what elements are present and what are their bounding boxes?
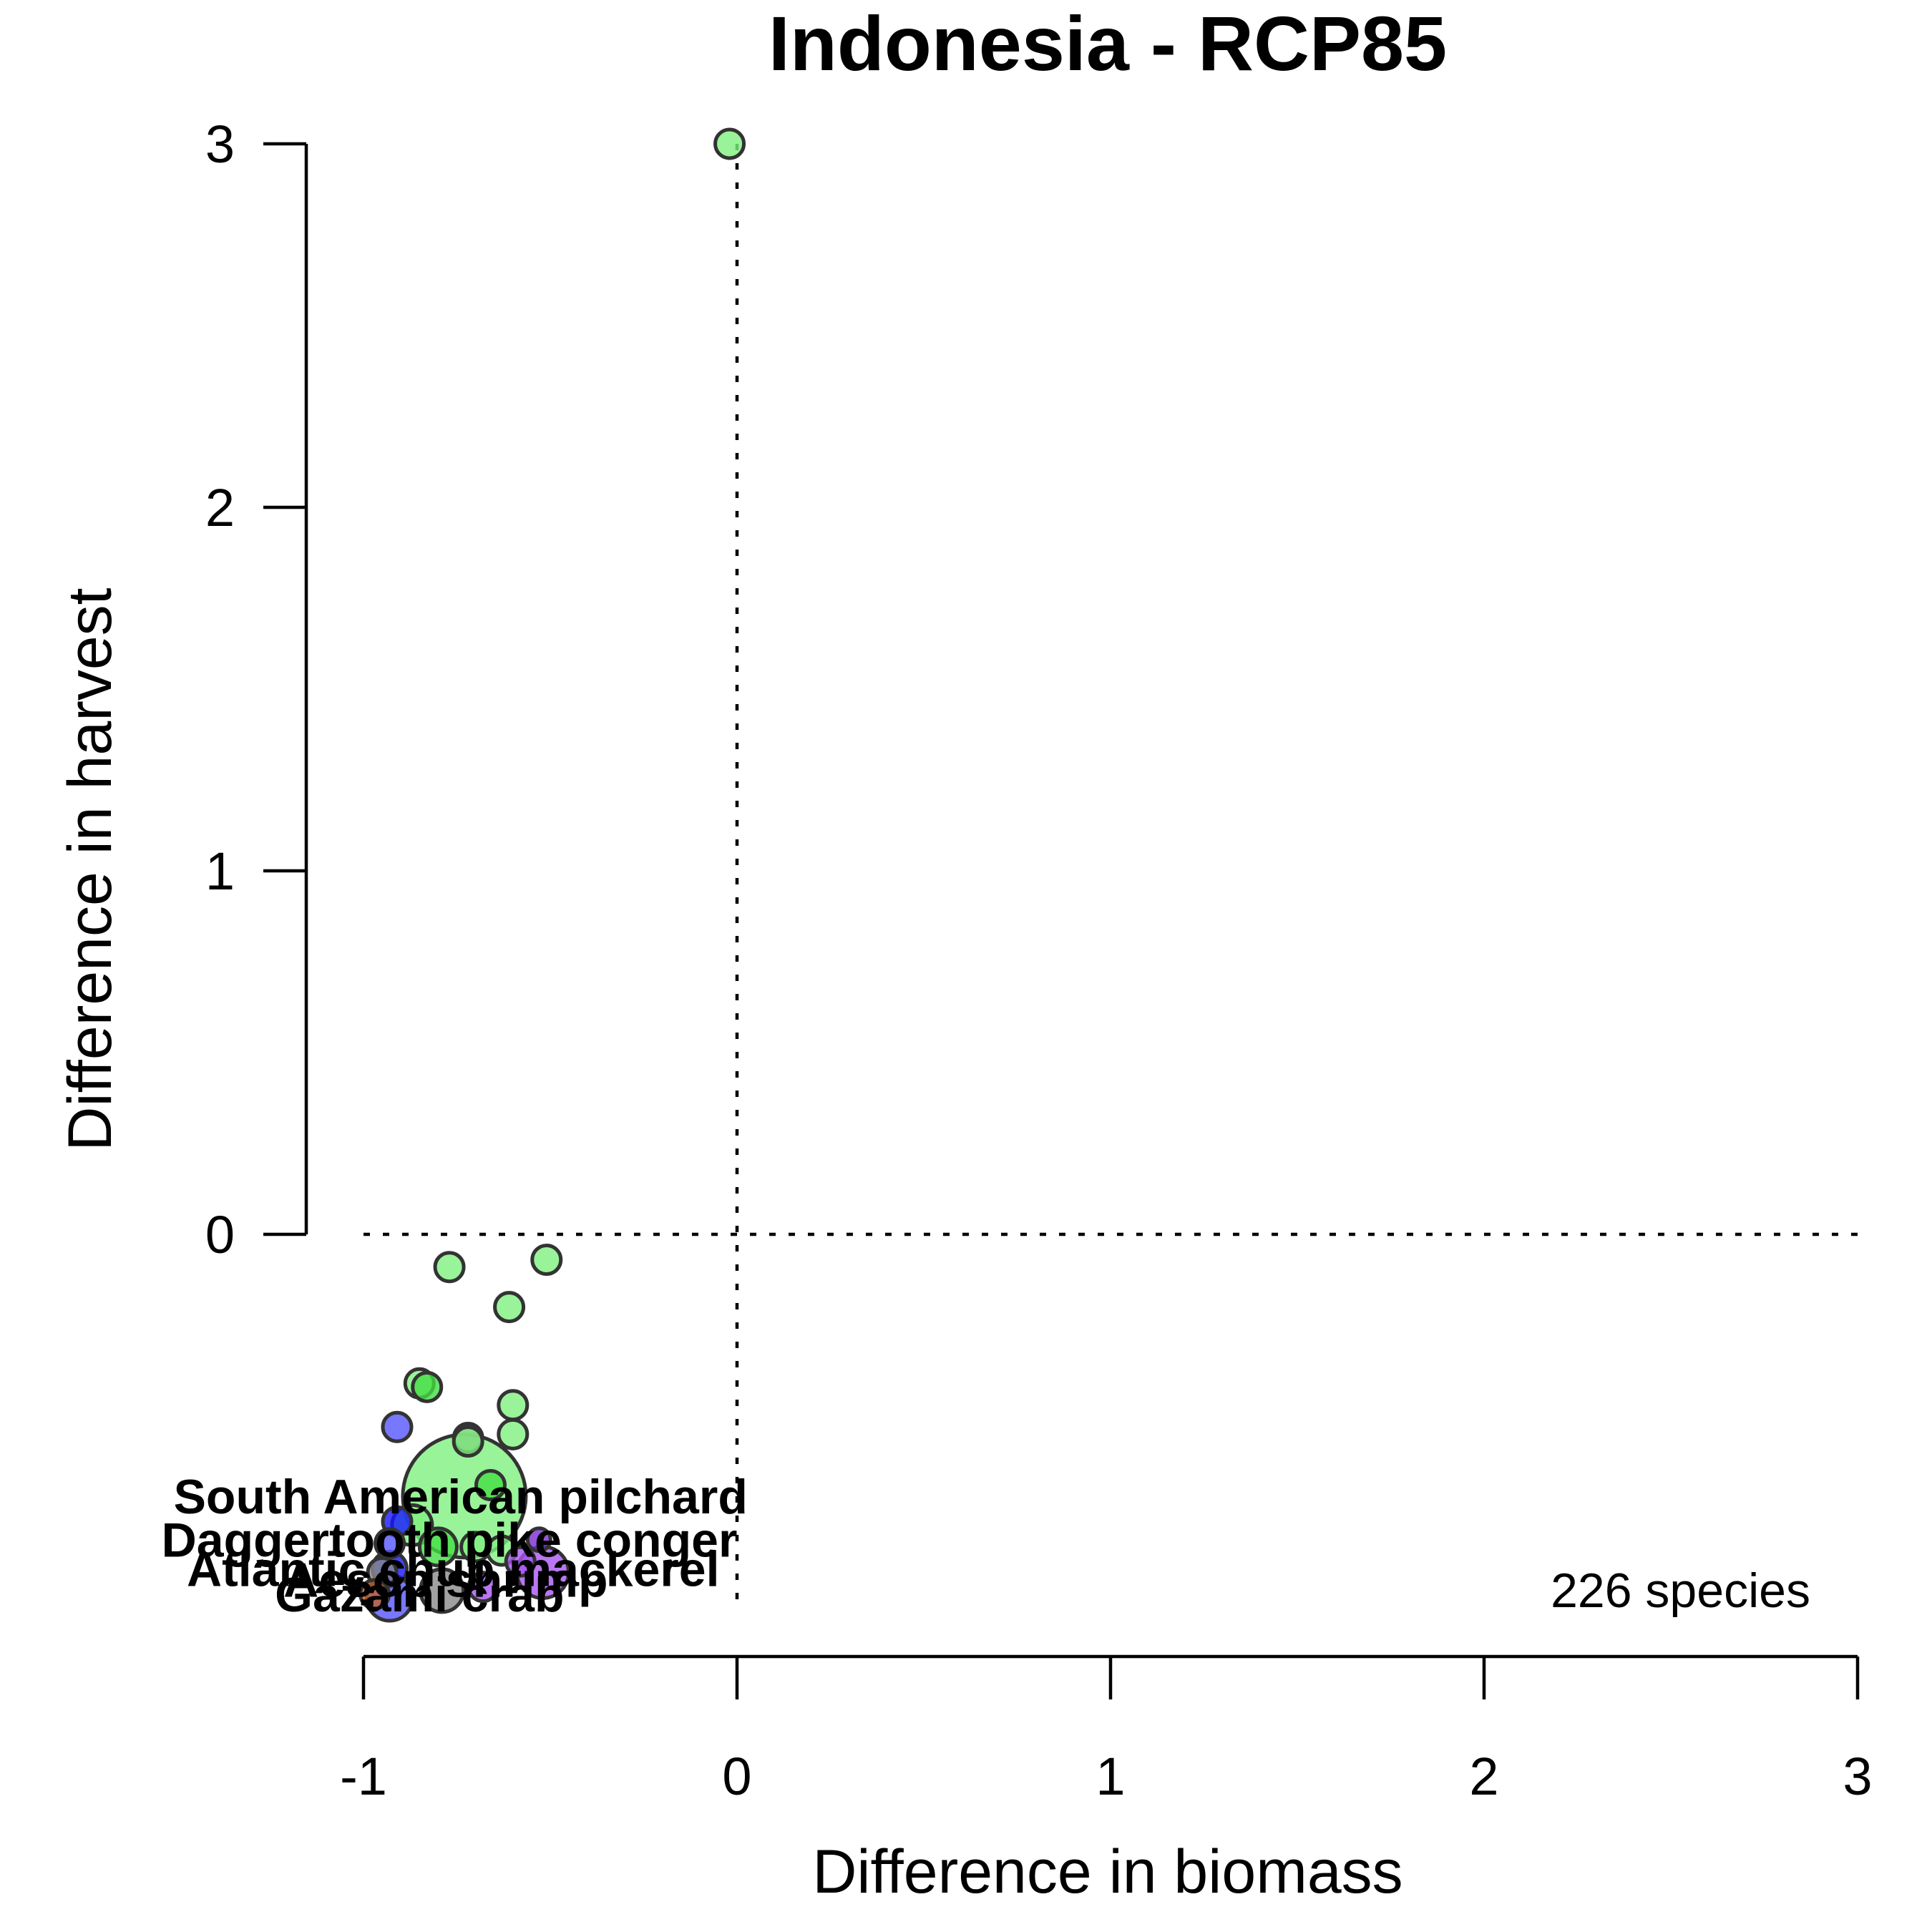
reference-lines [364,144,1858,1603]
axes: -1 0 1 2 3 0 1 2 3 [205,114,1873,1806]
point-label: Gazami crab [275,1568,564,1622]
data-point [374,1527,406,1560]
x-tick-label: 0 [722,1747,751,1806]
point-label: South American pilchard [174,1470,748,1524]
data-point [474,1469,507,1502]
y-tick-label: 3 [205,114,235,174]
data-point [504,1545,537,1578]
x-tick-label: 2 [1469,1747,1498,1806]
data-point [433,1251,466,1284]
point-label: Atlantic chub mackerel [187,1542,719,1596]
y-tick-label: 0 [205,1205,235,1264]
y-tick-label: 2 [205,478,235,537]
point-label: Daggertooth pike conger [162,1513,738,1568]
data-point [493,1291,526,1324]
chart-title: Indonesia - RCP85 [769,0,1447,87]
data-point [419,1567,466,1614]
data-point [452,1425,484,1458]
data-point [381,1410,414,1443]
data-point [530,1244,563,1277]
point-label: - [359,1571,376,1626]
x-tick-label: 3 [1843,1747,1872,1806]
x-tick-label: -1 [340,1747,387,1806]
data-point [497,1389,530,1422]
data-points [358,127,746,1623]
data-point [497,1418,530,1450]
data-point [417,1526,459,1568]
x-tick-label: 1 [1096,1747,1125,1806]
data-point [358,1578,391,1611]
data-point [467,1571,499,1604]
point-label: Aesop shrimp [283,1553,608,1608]
y-axis-title: Difference in harvest [56,587,125,1151]
data-point [713,127,746,160]
data-point [525,1526,552,1553]
data-point [411,1370,444,1403]
y-tick-label: 1 [205,841,235,901]
species-count-note: 226 species [1551,1563,1810,1618]
x-axis-title: Difference in biomass [812,1838,1402,1906]
